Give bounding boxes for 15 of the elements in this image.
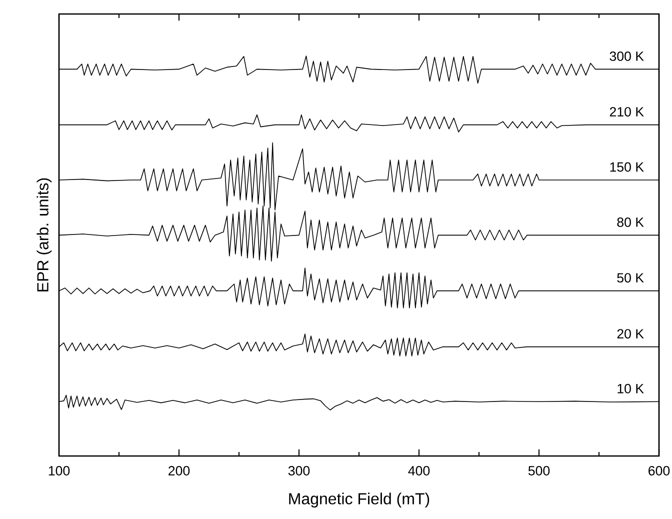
series-label: 150 K [610, 162, 644, 172]
x-tick-label: 500 [528, 466, 550, 476]
series-label: 300 K [610, 51, 644, 61]
x-tick-label: 600 [648, 466, 670, 476]
x-tick-label: 400 [408, 466, 430, 476]
series-label: 20 K [617, 329, 644, 339]
series-label: 210 K [610, 107, 644, 117]
series-label: 10 K [618, 384, 644, 394]
x-axis-title: Magnetic Field (mT) [289, 492, 430, 508]
x-tick-label: 300 [288, 466, 310, 476]
y-axis-title: EPR (arb. units) [36, 178, 52, 292]
series-label: 80 K [617, 217, 644, 227]
x-tick-label: 200 [168, 466, 190, 476]
x-tick-label: 100 [48, 466, 70, 476]
series-label: 50 K [617, 273, 644, 283]
